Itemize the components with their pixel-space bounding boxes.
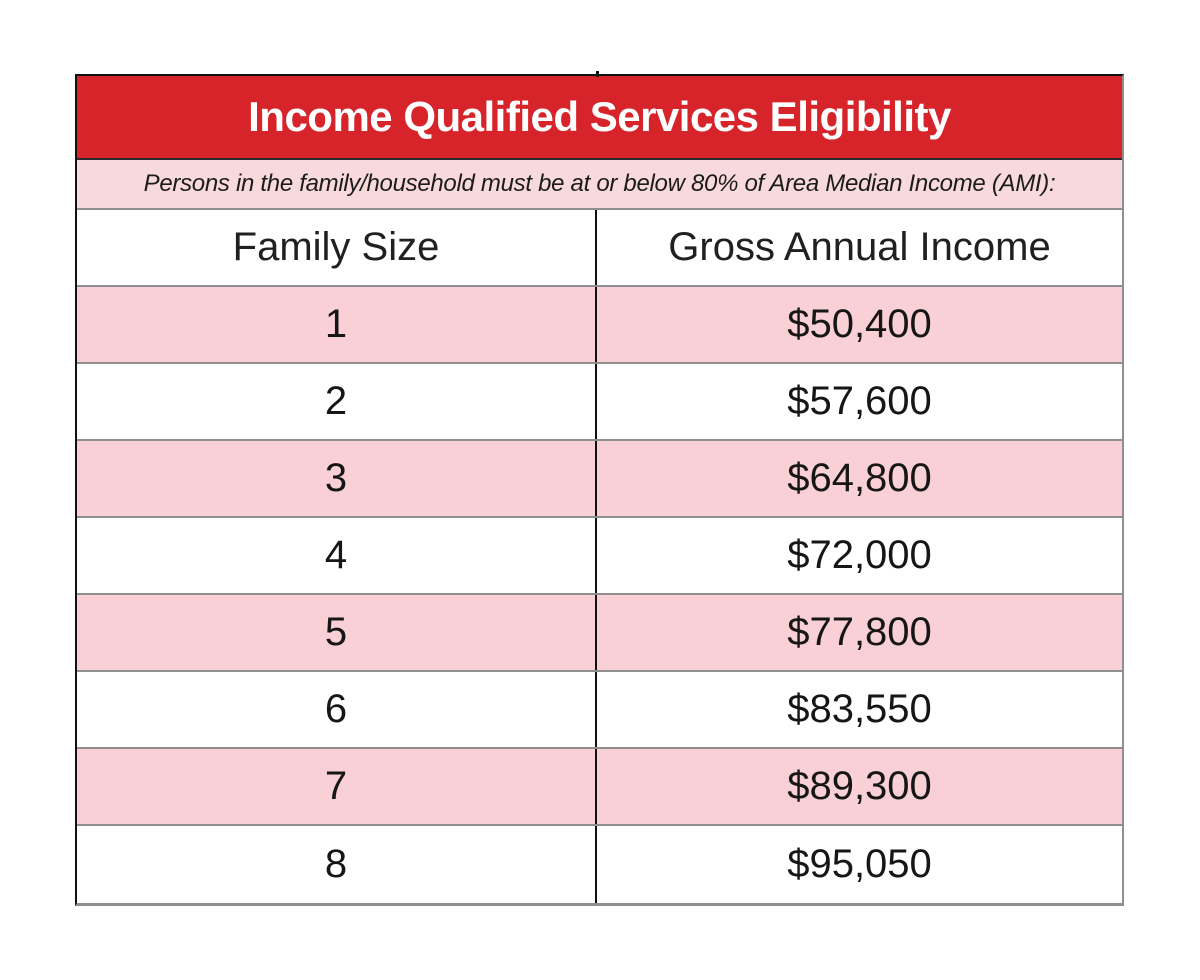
income-eligibility-table: Income Qualified Services Eligibility Pe…: [75, 71, 1124, 906]
column-header-gross-annual-income: Gross Annual Income: [668, 225, 1051, 269]
income-cell: $64,800: [787, 456, 932, 500]
income-cell: $83,550: [787, 687, 932, 731]
table-row: 7 $89,300: [77, 749, 1122, 826]
table-title-bar: Income Qualified Services Eligibility: [77, 76, 1122, 160]
income-cell: $77,800: [787, 610, 932, 654]
column-divider-tick: [596, 71, 599, 77]
table-row: 8 $95,050: [77, 826, 1122, 903]
table-body: 1 $50,400 2 $57,600 3 $64,800 4 $72,000 …: [77, 287, 1122, 903]
family-size-cell: 4: [77, 518, 597, 593]
income-cell: $95,050: [787, 842, 932, 886]
family-size-cell: 1: [77, 287, 597, 362]
table-title: Income Qualified Services Eligibility: [248, 93, 951, 140]
income-cell: $57,600: [787, 379, 932, 423]
family-size-cell: 6: [77, 672, 597, 747]
column-header-family-size: Family Size: [77, 210, 597, 285]
table-row: 3 $64,800: [77, 441, 1122, 518]
family-size-cell: 5: [77, 595, 597, 670]
income-cell: $89,300: [787, 764, 932, 808]
family-size-cell: 8: [77, 826, 597, 903]
table-subtitle-bar: Persons in the family/household must be …: [77, 160, 1122, 210]
column-header-row: Family Size Gross Annual Income: [77, 210, 1122, 287]
income-cell: $50,400: [787, 302, 932, 346]
table-row: 6 $83,550: [77, 672, 1122, 749]
family-size-cell: 7: [77, 749, 597, 824]
family-size-cell: 3: [77, 441, 597, 516]
income-cell: $72,000: [787, 533, 932, 577]
family-size-cell: 2: [77, 364, 597, 439]
table-row: 4 $72,000: [77, 518, 1122, 595]
table-subtitle: Persons in the family/household must be …: [143, 170, 1056, 197]
table-row: 1 $50,400: [77, 287, 1122, 364]
table-row: 2 $57,600: [77, 364, 1122, 441]
table-row: 5 $77,800: [77, 595, 1122, 672]
